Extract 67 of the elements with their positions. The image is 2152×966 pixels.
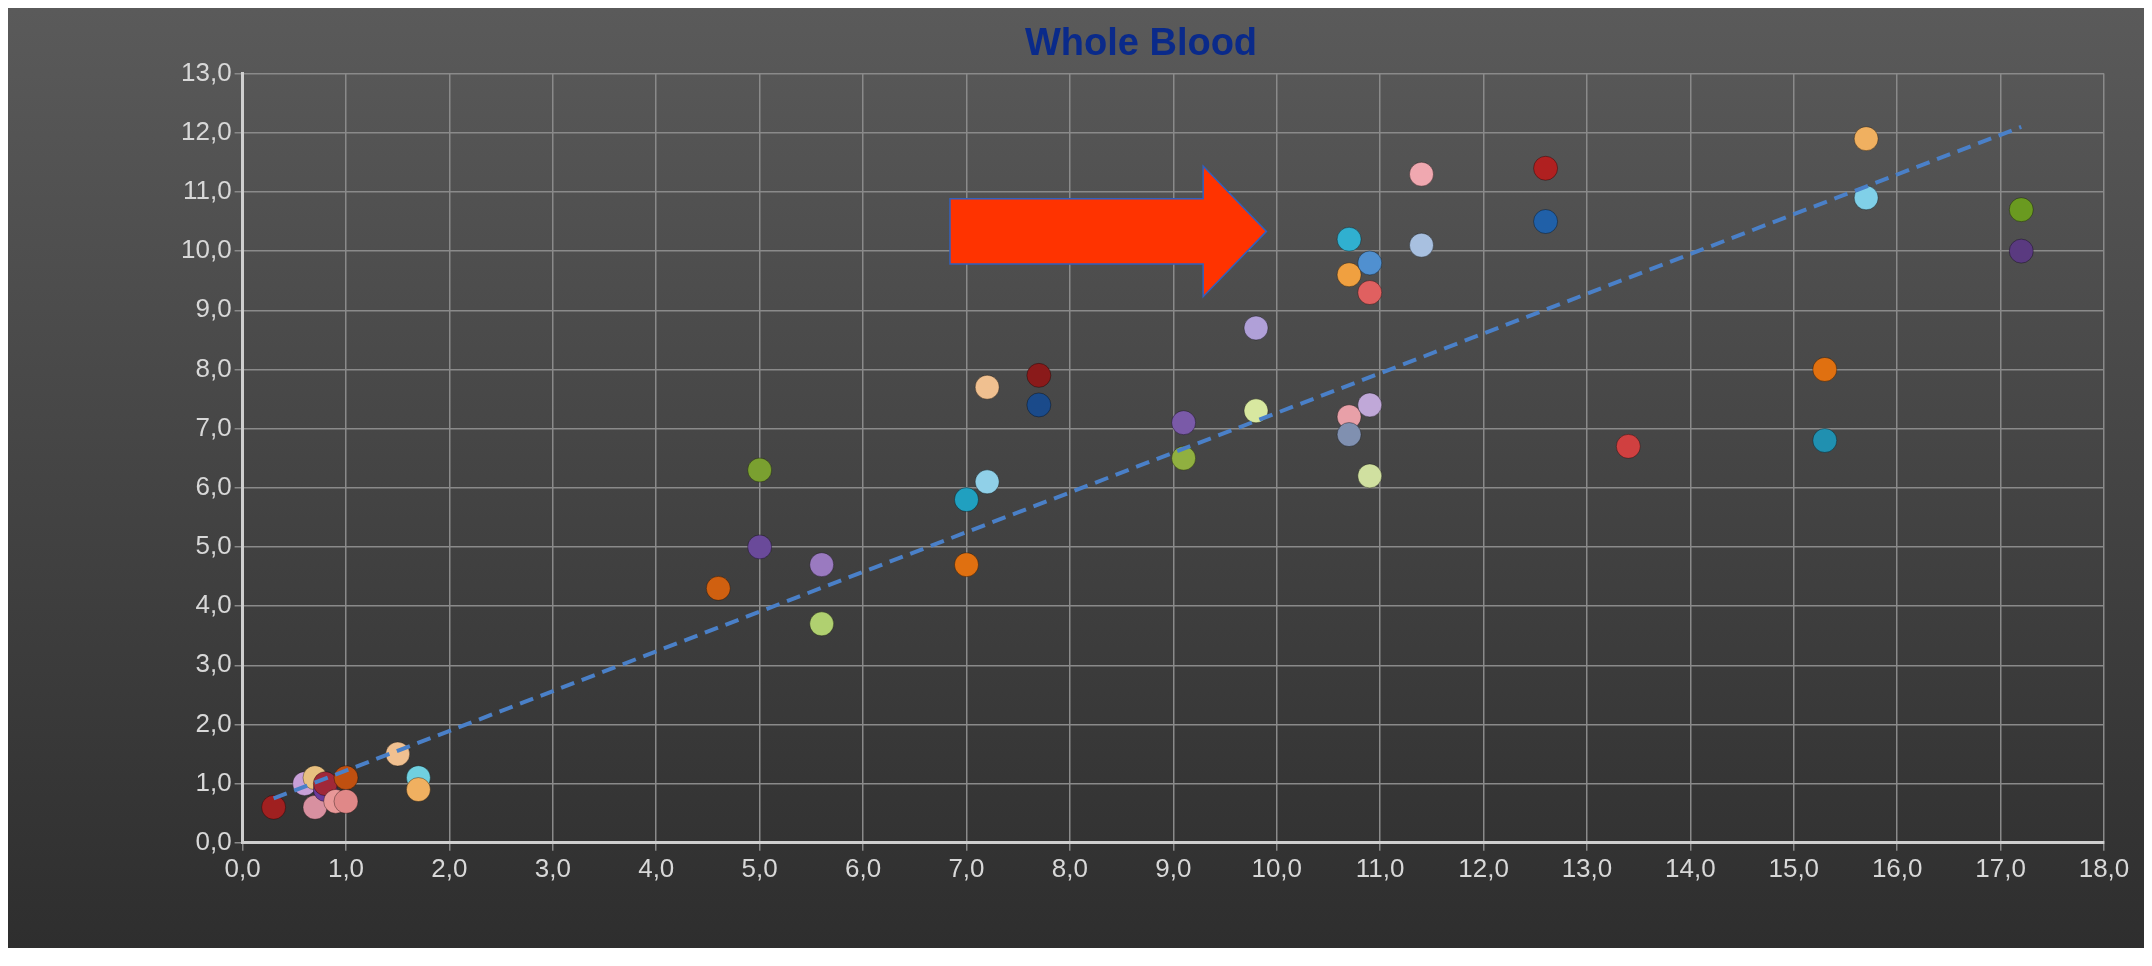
point [2008,197,2034,223]
point [1336,262,1362,288]
point [1615,433,1641,459]
y-tick-label: 6,0 [195,470,232,501]
point [1853,185,1879,211]
point [1533,209,1559,235]
y-tick-label: 9,0 [195,293,232,324]
y-tick-label: 10,0 [180,234,232,265]
x-tick-label: 16,0 [1871,852,1923,883]
point [747,534,773,560]
point [405,777,431,803]
x-tick-label: 17,0 [1975,852,2026,883]
y-tick-label: 12,0 [180,115,232,146]
x-tick-label: 5,0 [741,852,778,883]
point [705,575,731,601]
point [747,457,773,483]
point [1357,250,1383,276]
point [1357,280,1383,306]
point [1357,463,1383,489]
point [1533,155,1559,181]
x-tick-label: 10,0 [1251,852,1303,883]
point [1026,392,1052,418]
y-tick-label: 2,0 [195,707,232,738]
point [333,788,359,814]
y-tick-label: 11,0 [182,175,232,206]
point [1853,126,1879,152]
point [1408,232,1434,258]
point [1171,410,1197,436]
x-tick-label: 3,0 [534,852,571,883]
point [953,487,979,513]
x-tick-label: 12,0 [1458,852,1509,883]
x-tick-label: 15,0 [1768,852,1820,883]
point [1408,161,1434,187]
y-tick-label: 3,0 [195,648,232,679]
x-tick-label: 8,0 [1051,852,1088,883]
point [974,469,1000,495]
point [1336,226,1362,252]
point [1026,362,1052,388]
point [2008,238,2034,264]
y-tick-label: 1,0 [195,766,232,797]
x-tick-label: 18,0 [2078,852,2130,883]
y-tick-label: 13,0 [180,56,232,87]
point [974,374,1000,400]
x-tick-label: 13,0 [1561,852,1613,883]
y-tick-label: 8,0 [195,352,232,383]
x-tick-label: 2,0 [431,852,468,883]
point [1812,356,1838,382]
x-tick-label: 14,0 [1665,852,1716,883]
point [261,794,287,820]
x-tick-label: 11,0 [1355,852,1405,883]
x-tick-label: 9,0 [1155,852,1192,883]
point [809,611,835,637]
x-tick-label: 4,0 [638,852,675,883]
point [809,552,835,578]
point [1243,398,1269,424]
x-tick-label: 7,0 [948,852,985,883]
x-tick-label: 6,0 [844,852,882,883]
chart-title: Whole Blood [1024,21,1258,64]
y-tick-label: 7,0 [195,411,232,442]
point [1243,315,1269,341]
y-tick-label: 5,0 [195,530,232,561]
y-tick-label: 4,0 [195,589,232,620]
point [953,552,979,578]
point [1357,392,1383,418]
point [1812,427,1838,453]
x-tick-label: 1,0 [327,852,365,883]
point [1336,422,1362,448]
